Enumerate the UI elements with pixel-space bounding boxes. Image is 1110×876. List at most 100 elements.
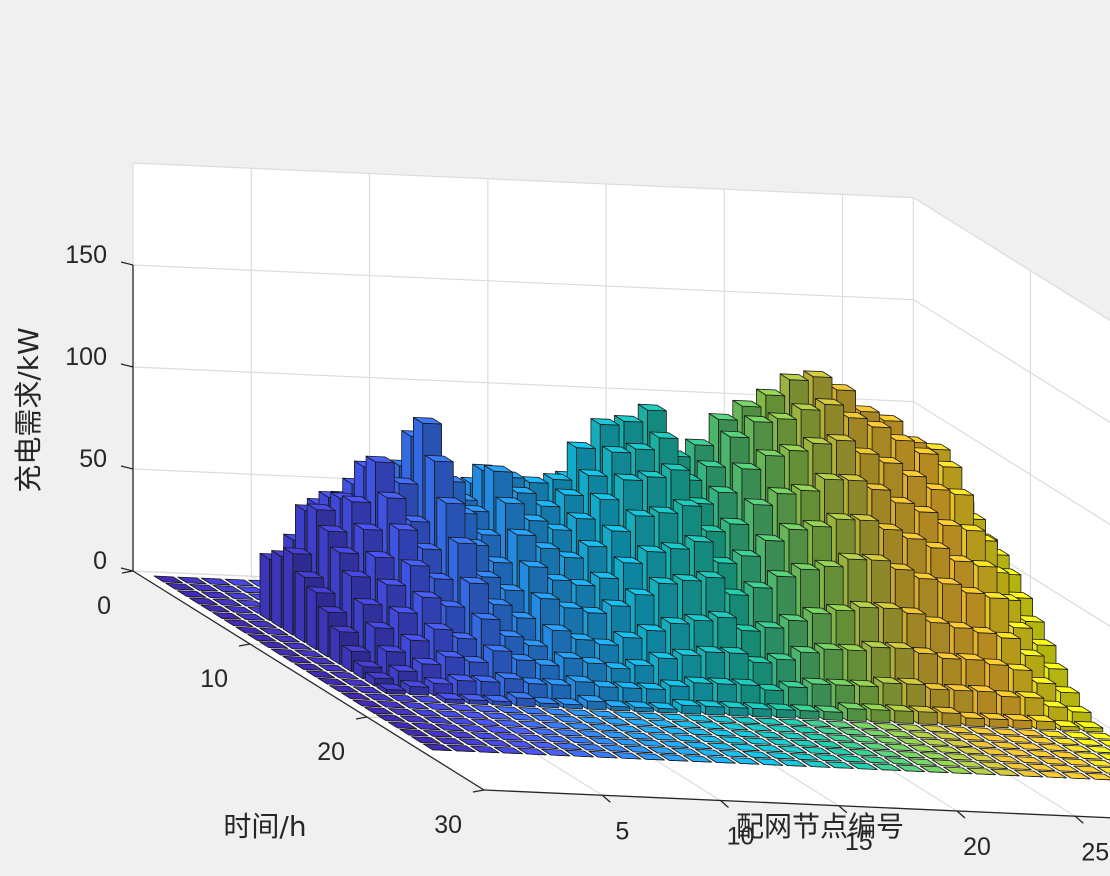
bar-face-top [412,590,442,599]
bar-face-top [177,576,207,585]
bar [695,700,725,716]
bar-face-top [814,642,844,651]
z-tick-label: 100 [65,343,107,371]
bar [967,754,997,762]
bar [860,756,890,764]
bar-face-top [212,585,242,593]
bar [1085,772,1110,781]
bar [991,728,1021,736]
bar-face-top [967,727,997,735]
bar [612,751,642,760]
bar [399,728,429,737]
bar [1014,742,1044,751]
bar-face-top [932,732,962,740]
bar-face-top [754,758,784,766]
bar [825,734,855,742]
bar [306,657,336,665]
bar [352,699,382,708]
bar-face-top [754,731,784,739]
bar-face-top [708,413,738,421]
bar-face-top [577,716,607,724]
bar [1014,729,1044,737]
bar-face-top [944,726,973,734]
bar [730,730,760,738]
x-tick [601,794,611,803]
bar [624,745,654,754]
bar [435,692,465,705]
bar-face-top [435,710,465,718]
bar [400,680,430,696]
bar-face-top [625,442,655,451]
y-tick [355,716,368,720]
bar-face-top [1050,685,1080,694]
bar-face-top [719,646,749,655]
bar [848,748,878,757]
bar-face-top [683,741,713,749]
bar [188,597,219,605]
bar-face-top [743,702,773,710]
bar-face-top [353,597,383,606]
bar-face-top [967,684,997,693]
bar-face-left [329,625,341,665]
bar-face-top [411,709,441,717]
bar-face-top [861,640,891,649]
bar [224,578,254,587]
bar [943,739,973,747]
bar [766,724,796,733]
bar [683,714,713,722]
bar-face-top [553,729,583,737]
bar-face-top [388,708,418,716]
bar [884,730,914,738]
bar-face-top [707,677,737,685]
bar-face-top [815,398,845,406]
bar-face-top [436,496,466,505]
bar [908,731,938,739]
bar-face-top [578,606,608,614]
bar-face-top [838,552,868,561]
bar [931,745,961,754]
bar-face-top [659,740,689,748]
bar-face-top [874,414,904,422]
bar [624,732,654,740]
bar-face-top [602,445,632,454]
bar-face-top [530,658,560,667]
bar-face-top [671,747,701,756]
bar-face-top [590,418,620,426]
bar [706,756,736,764]
bar-face-front [918,711,938,726]
bar-face-top [423,716,453,724]
bar [672,699,702,715]
bar [470,745,500,754]
bar-face-top [565,722,595,731]
bar [494,733,524,741]
bar-face-front [894,710,914,724]
bar [789,739,819,747]
bar-face-top [848,762,878,770]
x-tick-label: 15 [845,828,873,856]
bar-face-top [542,623,572,632]
x-axis-line [483,789,1110,819]
bar-face-top [659,754,689,762]
bar [1073,738,1103,746]
bar [896,723,926,732]
bar-face-top [766,703,796,711]
bar [754,717,784,725]
bar [553,742,583,750]
bar [470,732,500,740]
bar-face-top [554,601,584,609]
x-tick-label: 25 [1081,838,1109,866]
bar-face-top [1037,770,1067,779]
bar-face-top [684,676,714,684]
y-tick-label: 0 [97,592,111,620]
bar-face-top [825,747,855,756]
bar-face-top [968,626,998,634]
bar-face-top [720,430,750,439]
bar [801,746,831,755]
bar-face-top [886,433,915,442]
bar-face-top [944,621,974,629]
bar-face-top [376,645,406,653]
bar-face-top [483,464,513,473]
bar-face-top [671,734,701,742]
bar [470,718,500,726]
bar-face-top [695,735,725,743]
